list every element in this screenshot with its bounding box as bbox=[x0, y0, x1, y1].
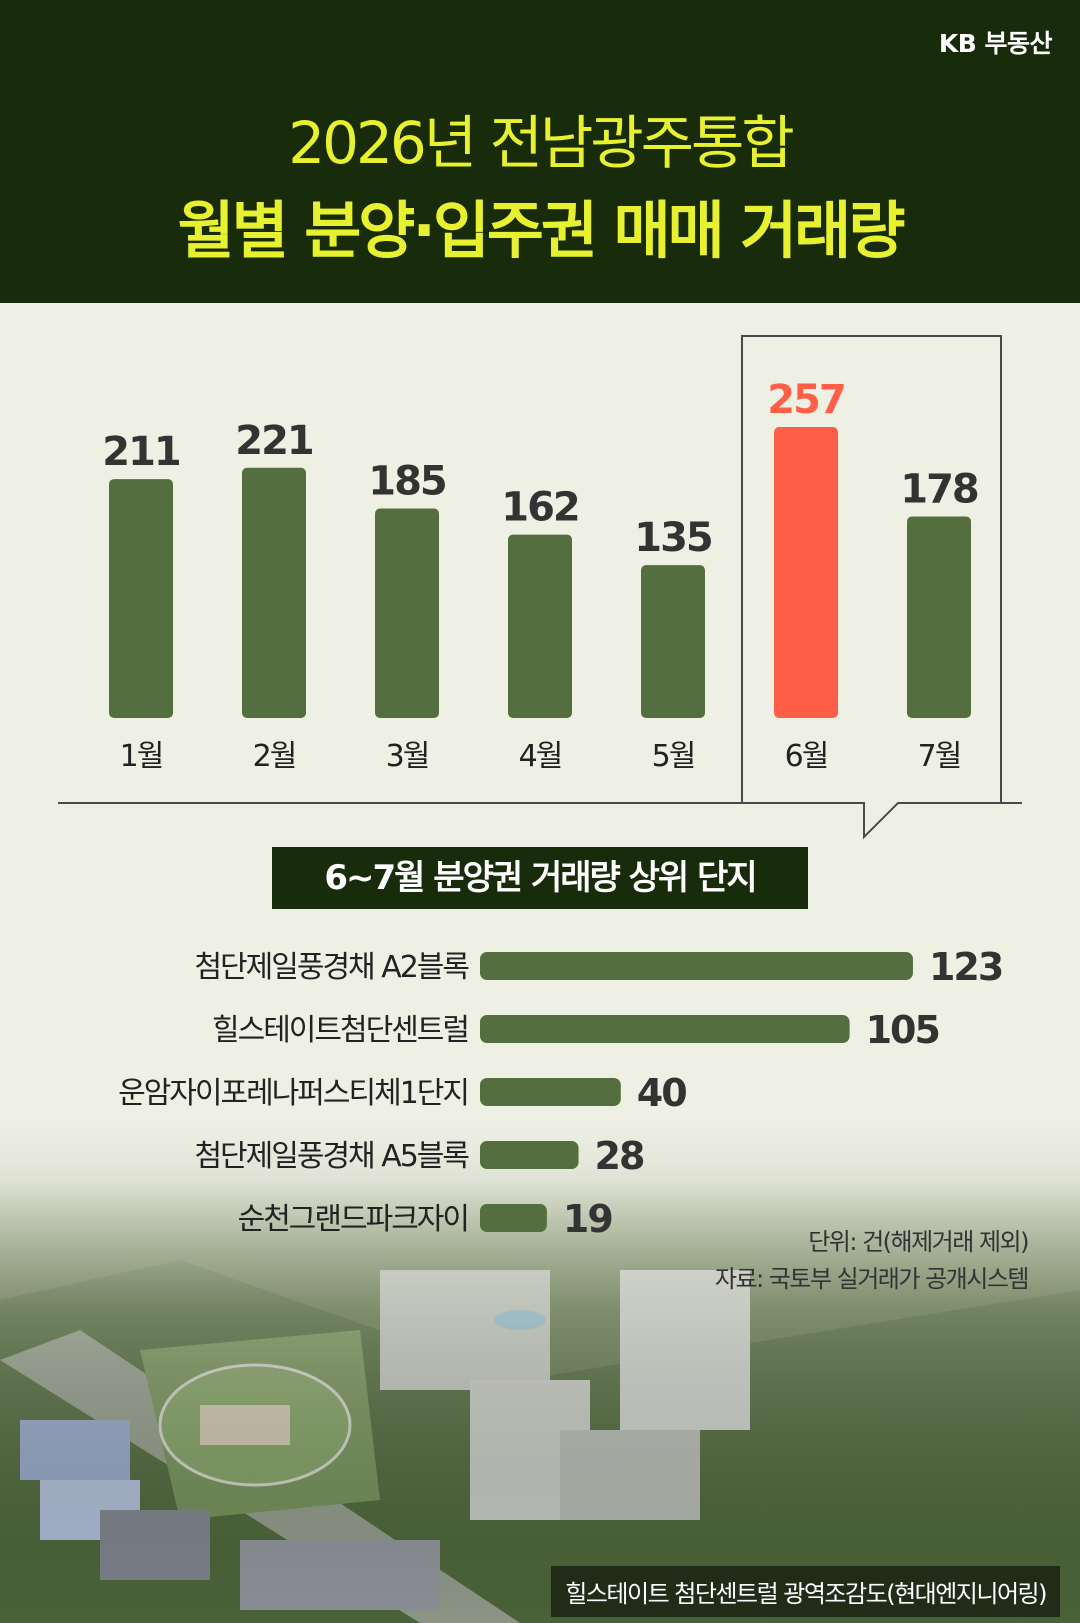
complex-name: 힐스테이트첨단센트럴 bbox=[212, 1013, 468, 1048]
complex-bar bbox=[480, 952, 913, 980]
month-label: 2월 bbox=[253, 739, 296, 774]
month-bar bbox=[907, 516, 971, 718]
complex-name: 첨단제일풍경채 A2블록 bbox=[194, 950, 469, 985]
source-note: 자료: 국토부 실거래가 공개시스템 bbox=[714, 1265, 1030, 1293]
month-label: 1월 bbox=[120, 739, 163, 774]
month-bar bbox=[242, 467, 306, 718]
title-line-2: 월별 분양·입주권 매매 거래량 bbox=[177, 194, 906, 267]
complex-value-label: 19 bbox=[563, 1197, 612, 1241]
complex-name: 첨단제일풍경채 A5블록 bbox=[194, 1139, 469, 1174]
complex-bar bbox=[480, 1015, 850, 1043]
month-value-label: 221 bbox=[235, 418, 313, 464]
complex-value-label: 123 bbox=[929, 945, 1002, 989]
complex-bar bbox=[480, 1141, 579, 1169]
complex-value-label: 105 bbox=[866, 1008, 939, 1052]
complex-name: 운암자이포레나퍼스티체1단지 bbox=[118, 1076, 468, 1111]
month-label: 6월 bbox=[785, 739, 828, 774]
month-value-label: 211 bbox=[102, 429, 180, 475]
brand-logo: KB 부동산 bbox=[938, 29, 1053, 58]
highlight-callout bbox=[741, 335, 1002, 840]
month-value-label: 178 bbox=[900, 466, 978, 512]
complex-name: 순천그랜드파크자이 bbox=[238, 1202, 468, 1237]
month-bar bbox=[375, 508, 439, 718]
month-bar bbox=[508, 534, 572, 718]
aerial-photo bbox=[0, 1180, 1080, 1623]
top-complex-bar-chart: 첨단제일풍경채 A2블록 123 힐스테이트첨단센트럴 105 운암자이포레나퍼스티체1… bbox=[118, 945, 1004, 1241]
month-value-label: 185 bbox=[368, 459, 446, 505]
month-value-label: 135 bbox=[634, 515, 712, 561]
unit-note: 단위: 건(해제거래 제외) bbox=[808, 1228, 1029, 1256]
month-value-label: 257 bbox=[767, 377, 845, 423]
month-label: 7월 bbox=[918, 739, 961, 774]
header: KB 부동산 2026년 전남광주통합 월별 분양·입주권 매매 거래량 bbox=[0, 0, 1080, 303]
month-bar bbox=[641, 565, 705, 718]
month-bar bbox=[774, 427, 838, 718]
photo-caption: 힐스테이트 첨단센트럴 광역조감도(현대엔지니어링) bbox=[551, 1566, 1060, 1617]
complex-value-label: 40 bbox=[637, 1071, 686, 1115]
complex-bar bbox=[480, 1078, 621, 1106]
month-label: 4월 bbox=[519, 739, 562, 774]
title-line-1: 2026년 전남광주통합 bbox=[288, 109, 795, 177]
month-bar bbox=[109, 479, 173, 718]
complex-value-label: 28 bbox=[595, 1134, 644, 1178]
month-label: 5월 bbox=[652, 739, 695, 774]
ranking-subtitle: 6~7월 분양권 거래량 상위 단지 bbox=[272, 847, 808, 909]
complex-bar bbox=[480, 1204, 547, 1232]
month-value-label: 162 bbox=[501, 485, 579, 531]
monthly-bar-chart: 211 1월 221 2월 185 3월 162 4월 135 5월 257 6월 178 7월 bbox=[102, 377, 980, 774]
month-label: 3월 bbox=[386, 739, 429, 774]
